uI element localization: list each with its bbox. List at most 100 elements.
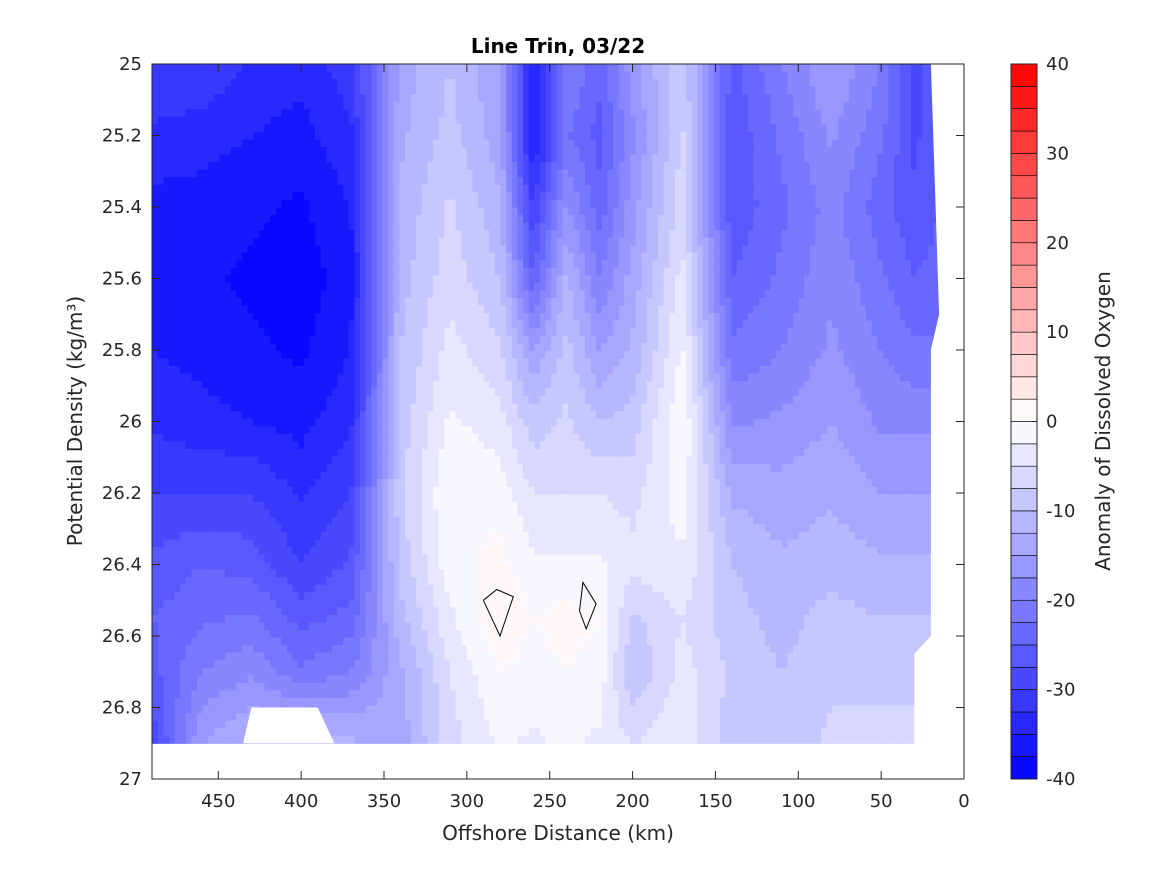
contour-cell bbox=[275, 592, 282, 601]
contour-cell bbox=[382, 252, 389, 261]
contour-cell bbox=[376, 109, 384, 118]
contour-cell bbox=[348, 569, 356, 578]
contour-cell bbox=[236, 313, 243, 322]
contour-cell bbox=[225, 486, 232, 495]
contour-cell bbox=[326, 554, 333, 563]
contour-cell bbox=[382, 486, 389, 495]
contour-cell bbox=[365, 373, 372, 382]
contour-cell bbox=[354, 396, 361, 405]
contour-cell bbox=[264, 660, 271, 669]
contour-cell bbox=[449, 131, 457, 141]
contour-cell bbox=[433, 411, 440, 420]
contour-cell bbox=[360, 622, 367, 631]
contour-cell bbox=[196, 471, 204, 480]
contour-cell bbox=[433, 373, 440, 382]
contour-cell bbox=[455, 396, 462, 405]
contour-cell bbox=[421, 630, 429, 639]
contour-cell bbox=[241, 154, 249, 163]
contour-cell bbox=[315, 690, 322, 699]
contour-cell bbox=[343, 675, 350, 684]
contour-cell bbox=[427, 214, 434, 224]
contour-cell bbox=[236, 199, 243, 208]
contour-cell bbox=[241, 554, 249, 563]
contour-cell bbox=[360, 584, 367, 593]
contour-cell bbox=[225, 584, 232, 593]
contour-cell bbox=[438, 660, 445, 669]
contour-cell bbox=[371, 403, 378, 412]
contour-cell bbox=[247, 101, 254, 110]
contour-cell bbox=[320, 222, 327, 231]
contour-cell bbox=[191, 531, 198, 541]
contour-cell bbox=[241, 297, 249, 307]
contour-cell bbox=[421, 169, 429, 178]
contour-cell bbox=[253, 645, 260, 654]
contour-cell bbox=[208, 305, 215, 314]
contour-cell bbox=[399, 652, 406, 661]
contour-cell bbox=[219, 162, 226, 171]
contour-cell bbox=[309, 690, 316, 699]
contour-cell bbox=[393, 373, 400, 382]
contour-cell bbox=[410, 290, 417, 299]
contour-cell bbox=[337, 290, 344, 299]
contour-cell bbox=[286, 614, 294, 624]
contour-cell bbox=[371, 607, 378, 616]
contour-cell bbox=[225, 720, 232, 729]
contour-cell bbox=[281, 252, 288, 261]
contour-cell bbox=[416, 630, 423, 639]
contour-cell bbox=[152, 667, 159, 676]
contour-cell bbox=[230, 494, 237, 503]
contour-cell bbox=[303, 531, 311, 541]
contour-cell bbox=[292, 124, 299, 133]
contour-cell bbox=[343, 328, 350, 337]
contour-cell bbox=[208, 184, 215, 193]
contour-cell bbox=[208, 139, 215, 148]
contour-cell bbox=[298, 290, 305, 299]
contour-cell bbox=[191, 486, 198, 495]
contour-cell bbox=[433, 297, 440, 307]
contour-cell bbox=[196, 64, 204, 73]
contour-cell bbox=[320, 214, 327, 224]
contour-cell bbox=[174, 479, 181, 488]
contour-cell bbox=[163, 599, 170, 608]
contour-cell bbox=[354, 524, 361, 533]
contour-cell bbox=[360, 554, 367, 563]
contour-cell bbox=[365, 184, 372, 193]
contour-cell bbox=[152, 479, 159, 488]
contour-cell bbox=[444, 630, 451, 639]
contour-cell bbox=[281, 290, 288, 299]
contour-cell bbox=[388, 252, 395, 261]
contour-cell bbox=[168, 667, 176, 676]
contour-cell bbox=[213, 388, 221, 397]
contour-cell bbox=[152, 660, 159, 669]
contour-cell bbox=[191, 297, 198, 307]
contour-cell bbox=[292, 509, 299, 518]
contour-cell bbox=[236, 343, 243, 352]
contour-cell bbox=[219, 630, 226, 639]
contour-cell bbox=[438, 697, 445, 707]
contour-cell bbox=[230, 154, 237, 163]
contour-cell bbox=[168, 252, 176, 261]
contour-cell bbox=[320, 230, 327, 239]
contour-cell bbox=[303, 177, 311, 186]
contour-cell bbox=[382, 396, 389, 405]
contour-cell bbox=[315, 584, 322, 593]
contour-cell bbox=[388, 411, 395, 420]
contour-cell bbox=[371, 464, 378, 473]
contour-cell bbox=[337, 622, 344, 631]
contour-cell bbox=[331, 524, 339, 533]
contour-cell bbox=[230, 433, 237, 442]
contour-cell bbox=[354, 230, 361, 239]
contour-cell bbox=[388, 448, 395, 458]
contour-cell bbox=[180, 554, 187, 563]
contour-cell bbox=[180, 154, 187, 163]
contour-cell bbox=[405, 584, 412, 593]
contour-cell bbox=[376, 252, 384, 261]
contour-cell bbox=[180, 682, 187, 692]
contour-cell bbox=[174, 290, 181, 299]
contour-cell bbox=[202, 252, 209, 261]
contour-cell bbox=[410, 388, 417, 397]
contour-cell bbox=[264, 230, 271, 239]
contour-cell bbox=[213, 101, 221, 110]
contour-cell bbox=[371, 456, 378, 465]
contour-cell bbox=[292, 297, 299, 307]
